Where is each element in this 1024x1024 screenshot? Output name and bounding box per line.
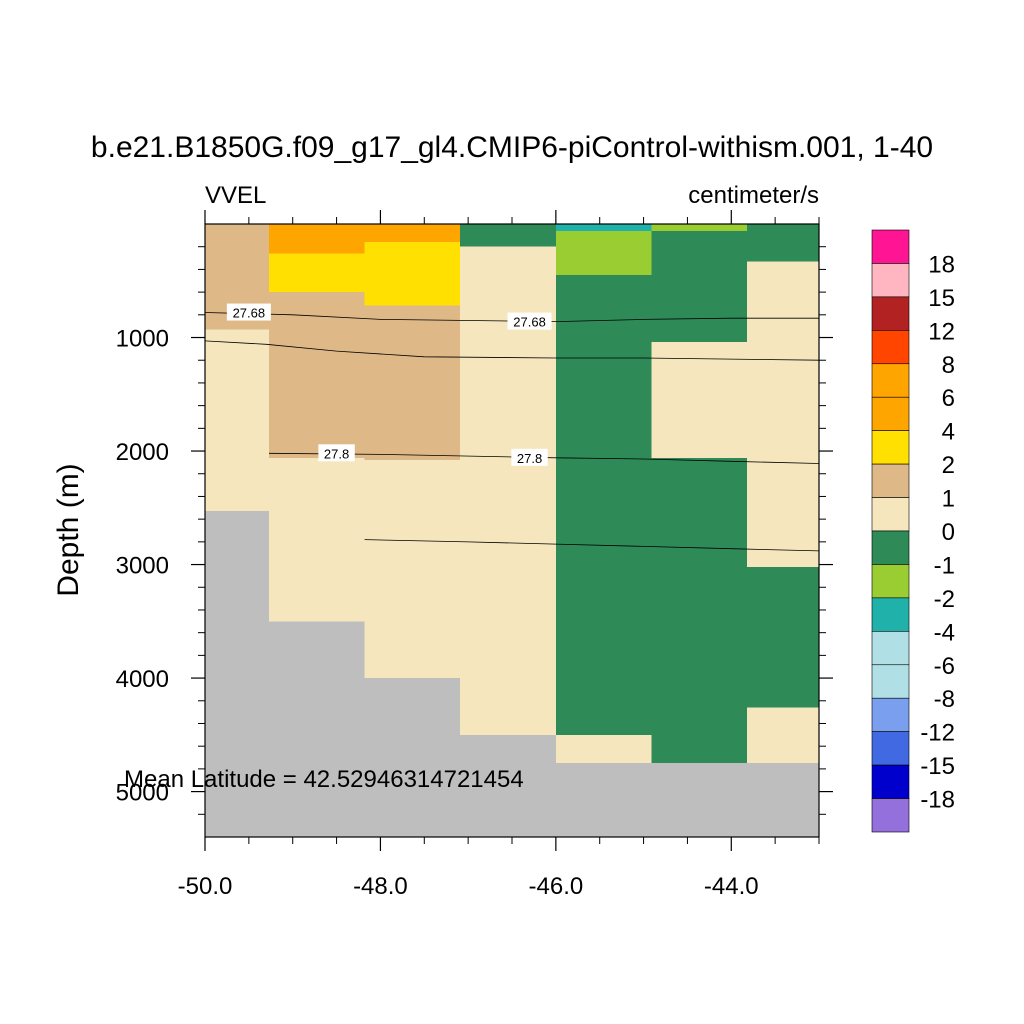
colorbar-label-3: 8 bbox=[942, 352, 955, 379]
contour-lines: 27.68 27.68 27.8 27.8 bbox=[204, 303, 820, 552]
contour-line-3 bbox=[364, 539, 820, 552]
y-tick-label: 1000 bbox=[116, 326, 169, 353]
heatmap-cell-4-3 bbox=[555, 734, 652, 764]
colorbar-swatch-6 bbox=[871, 430, 910, 465]
heatmap-cell-1-3 bbox=[269, 457, 365, 622]
mean-latitude-annotation: Mean Latitude = 42.52946314721454 bbox=[124, 766, 524, 793]
heatmap-cell-4-4 bbox=[555, 763, 652, 837]
contour-label-bg bbox=[226, 303, 271, 321]
colorbar-swatch-8 bbox=[871, 497, 910, 532]
contour-label-bg bbox=[318, 444, 355, 462]
colorbar-label-13: -8 bbox=[934, 686, 955, 713]
x-tick-label: -44.0 bbox=[704, 873, 759, 900]
heatmap-cell-4-0 bbox=[555, 224, 652, 231]
y-tick-label: 3000 bbox=[116, 553, 169, 580]
heatmap-cell-5-2 bbox=[651, 342, 748, 458]
colorbar-swatch-3 bbox=[871, 330, 910, 365]
colorbar-label-10: -2 bbox=[934, 586, 955, 613]
colorbar: 18 15 12 8 6 4 2 1 0 -1 -2 -4 -6 -8 -12 -15 -18 bbox=[871, 229, 955, 833]
heatmap-cell-1-2 bbox=[269, 292, 365, 458]
colorbar-swatch-5 bbox=[871, 396, 910, 431]
y-tick-label: 4000 bbox=[116, 666, 169, 693]
chart-title: b.e21.B1850G.f09_g17_gl4.CMIP6-piControl… bbox=[91, 131, 933, 164]
contour-label-0-0: 27.68 bbox=[233, 306, 266, 321]
heatmap-cell-6-1 bbox=[747, 261, 819, 567]
heatmap-cell-6-4 bbox=[747, 763, 819, 837]
heatmap-cell-1-4 bbox=[269, 621, 365, 837]
heatmap-cell-5-0 bbox=[651, 224, 748, 231]
heatmap-cell-6-0 bbox=[747, 224, 819, 262]
colorbar-swatch-4 bbox=[871, 363, 910, 398]
colorbar-label-6: 2 bbox=[942, 452, 955, 479]
contour-label-bg bbox=[511, 448, 548, 466]
heatmap-cell-2-5 bbox=[364, 678, 461, 837]
x-tick-label: -48.0 bbox=[353, 873, 408, 900]
heatmap-cell-2-3 bbox=[364, 305, 461, 461]
colorbar-swatch-14 bbox=[871, 697, 910, 732]
x-tick-label: -50.0 bbox=[178, 873, 233, 900]
colorbar-label-16: -18 bbox=[920, 787, 955, 814]
heatmap-cell-5-3 bbox=[651, 457, 748, 764]
colorbar-swatch-17 bbox=[871, 798, 910, 833]
contour-label-2-0: 27.8 bbox=[324, 446, 349, 461]
heatmap-cell-4-1 bbox=[555, 230, 652, 276]
colorbar-label-8: 0 bbox=[942, 519, 955, 546]
colorbar-label-7: 1 bbox=[942, 486, 955, 513]
colorbar-swatch-10 bbox=[871, 564, 910, 599]
heatmap-cell-3-2 bbox=[460, 734, 556, 837]
colorbar-swatch-11 bbox=[871, 597, 910, 632]
colorbar-label-2: 12 bbox=[928, 318, 955, 345]
contour-label-2-1: 27.8 bbox=[517, 451, 542, 466]
colorbar-swatch-15 bbox=[871, 731, 910, 766]
colorbar-swatch-12 bbox=[871, 631, 910, 666]
colorbar-swatch-1 bbox=[871, 263, 910, 298]
heatmap-cell-0-2 bbox=[205, 511, 270, 837]
contour-line-0 bbox=[204, 312, 819, 323]
heatmap-cell-0-1 bbox=[205, 329, 270, 512]
y-tick-label: 2000 bbox=[116, 439, 169, 466]
y-axis-label: Depth (m) bbox=[52, 463, 85, 596]
axes: -50.0 -48.0 -46.0 -44.0 1000 2000 3000 4000 5000 bbox=[116, 210, 833, 900]
colorbar-label-15: -15 bbox=[920, 753, 955, 780]
contour-line-1 bbox=[204, 340, 820, 361]
colorbar-swatch-9 bbox=[871, 530, 910, 565]
heatmap-cell-4-2 bbox=[555, 275, 652, 735]
heatmap-cell-2-1 bbox=[364, 230, 461, 243]
colorbar-swatch-7 bbox=[871, 463, 910, 498]
units-label: centimeter/s bbox=[688, 182, 819, 209]
heatmap-cell-2-2 bbox=[364, 242, 461, 306]
heatmap-cell-5-4 bbox=[651, 763, 748, 837]
colorbar-label-1: 15 bbox=[928, 285, 955, 312]
colorbar-label-5: 4 bbox=[942, 419, 955, 446]
colorbar-label-9: -1 bbox=[934, 552, 955, 579]
heatmap-cell-3-0 bbox=[460, 224, 556, 247]
variable-label: VVEL bbox=[205, 182, 266, 209]
x-tick-label: -46.0 bbox=[529, 873, 584, 900]
y-tick-label: 5000 bbox=[116, 780, 169, 807]
heatmap-cell-2-0 bbox=[364, 224, 461, 231]
colorbar-label-4: 6 bbox=[942, 385, 955, 412]
colorbar-swatch-13 bbox=[871, 664, 910, 699]
colorbar-swatch-0 bbox=[871, 229, 910, 264]
heatmap-cell-5-1 bbox=[651, 230, 748, 343]
colorbar-label-0: 18 bbox=[928, 251, 955, 278]
contour-label-bg bbox=[507, 312, 552, 330]
heatmap-cell-6-3 bbox=[747, 707, 819, 764]
heatmap-cell-1-0 bbox=[269, 224, 365, 254]
heatmap-cell-6-2 bbox=[747, 566, 819, 708]
heatmap-cell-2-4 bbox=[364, 460, 461, 679]
colorbar-swatch-2 bbox=[871, 296, 910, 331]
heatmap-cell-1-1 bbox=[269, 253, 365, 293]
colorbar-label-14: -12 bbox=[920, 720, 955, 747]
contour-line-2 bbox=[268, 452, 820, 464]
colorbar-label-11: -4 bbox=[934, 619, 955, 646]
contour-label-0-1: 27.68 bbox=[513, 315, 546, 330]
colorbar-label-12: -6 bbox=[934, 653, 955, 680]
colorbar-swatch-16 bbox=[871, 764, 910, 799]
